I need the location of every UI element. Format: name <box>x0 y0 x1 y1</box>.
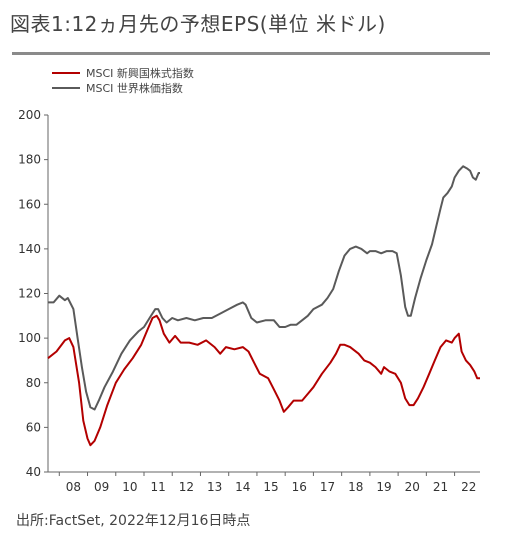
x-tick-label: 10 <box>122 480 137 494</box>
x-tick-label: 13 <box>207 480 222 494</box>
series-line-0 <box>47 314 480 447</box>
x-tick-label: 17 <box>320 480 335 494</box>
x-tick-label: 11 <box>150 480 165 494</box>
y-tick-label: 160 <box>18 197 41 211</box>
x-tick-label: 18 <box>348 480 363 494</box>
y-tick-label: 140 <box>18 242 41 256</box>
x-tick-label: 20 <box>405 480 420 494</box>
y-tick-label: 80 <box>26 376 41 390</box>
x-tick-label: 21 <box>433 480 448 494</box>
legend-label-0: MSCI 新興国株式指数 <box>86 66 194 80</box>
source-note: 出所:FactSet, 2022年12月16日時点 <box>16 513 251 529</box>
series-lines <box>47 165 480 447</box>
x-tick-label: 15 <box>263 480 278 494</box>
y-tick-label: 180 <box>18 153 41 167</box>
x-tick-label: 12 <box>179 480 194 494</box>
y-tick-label: 200 <box>18 108 41 122</box>
y-tick-label: 60 <box>26 420 41 434</box>
line-chart: 40 60 80 100 120 140 160 180 200 08 09 10 11 12 13 14 15… <box>18 66 480 494</box>
legend-label-1: MSCI 世界株価指数 <box>86 81 183 95</box>
x-tick-label: 14 <box>235 480 250 494</box>
y-tick-label: 40 <box>26 465 41 479</box>
x-tick-label: 16 <box>292 480 307 494</box>
x-tick-label: 22 <box>461 480 476 494</box>
title-rule <box>12 52 490 55</box>
chart-title: 図表1:12ヵ月先の予想EPS(単位 米ドル) <box>10 12 386 36</box>
series-line-1 <box>48 165 480 411</box>
x-tick-label: 08 <box>66 480 81 494</box>
y-tick-label: 120 <box>18 287 41 301</box>
axes: 40 60 80 100 120 140 160 180 200 08 09 10 11 12 13 14 15… <box>18 108 480 494</box>
y-tick-label: 100 <box>18 331 41 345</box>
x-tick-label: 19 <box>376 480 391 494</box>
x-tick-label: 09 <box>94 480 109 494</box>
